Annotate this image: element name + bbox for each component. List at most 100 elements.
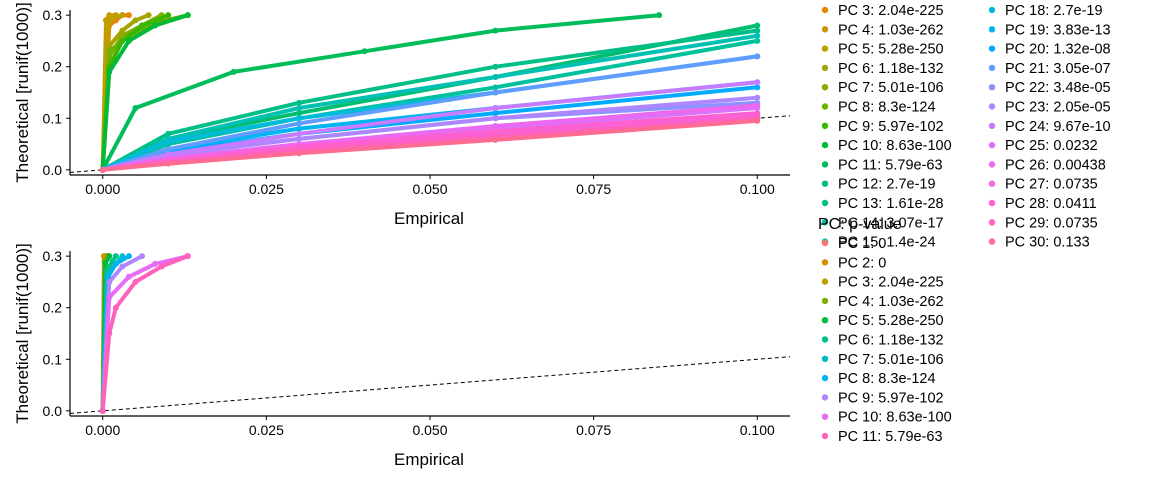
legend-label: PC 8: 8.3e-124 (838, 371, 936, 387)
legend-swatch (988, 199, 996, 207)
data-point (754, 22, 761, 29)
legend-item: PC 7: 5.01e-106 (821, 352, 944, 368)
data-point (125, 273, 132, 280)
legend-swatch (821, 64, 829, 72)
legend-label: PC 27: 0.0735 (1005, 177, 1098, 193)
legend-item: PC 6: 1.18e-132 (821, 333, 944, 349)
legend-item: PC 3: 2.04e-225 (821, 275, 944, 291)
x-tick-label: 0.050 (412, 181, 447, 197)
legend-swatch (988, 122, 996, 129)
legend-label: PC 10: 8.63e-100 (838, 410, 952, 426)
legend-swatch (821, 239, 829, 247)
data-point (119, 37, 126, 44)
legend-label: PC 25: 0.0232 (1005, 138, 1098, 154)
data-point (492, 63, 499, 70)
legend-label: PC 3: 2.04e-225 (838, 275, 944, 291)
legend-item: PC 8: 8.3e-124 (821, 371, 936, 387)
reference-line (69, 356, 791, 414)
legend-item: PC 10: 8.63e-100 (821, 138, 952, 154)
data-point (492, 74, 499, 81)
legend-label: PC 7: 5.01e-106 (838, 80, 944, 96)
legend-label: PC 11: 5.79e-63 (838, 429, 943, 445)
data-point (106, 253, 113, 260)
legend-label: PC 30: 0.133 (1005, 235, 1090, 251)
legend-label: PC 20: 1.32e-08 (1005, 42, 1111, 58)
x-tick-label: 0.075 (576, 422, 611, 438)
legend-label: PC 9: 5.97e-102 (838, 119, 944, 135)
y-tick-label: 0.0 (43, 403, 63, 419)
legend-item: PC 7: 5.01e-106 (821, 80, 944, 96)
legend-item: PC 12: 2.7e-19 (821, 177, 936, 193)
x-tick-label: 0.100 (740, 422, 775, 438)
legend-swatch (821, 297, 829, 305)
data-point (152, 22, 159, 29)
legend-label: PC 24: 9.67e-10 (1005, 119, 1111, 135)
data-point (754, 84, 761, 91)
data-point (119, 263, 126, 270)
legend-swatch (821, 432, 829, 440)
legend-title: PC: p-value (818, 216, 902, 233)
data-point (119, 27, 126, 34)
legend-swatch (821, 161, 829, 168)
data-point (165, 12, 172, 19)
data-point (104, 19, 111, 26)
legend-label: PC 1: 0 (838, 236, 886, 252)
legend-item: PC 18: 2.7e-19 (988, 3, 1103, 19)
legend-item: PC 23: 2.05e-05 (988, 100, 1111, 116)
legend-item: PC 22: 3.48e-05 (988, 80, 1111, 96)
x-tick-label: 0.025 (249, 181, 284, 197)
legend-label: PC 8: 8.3e-124 (838, 100, 936, 116)
data-point (296, 104, 303, 111)
x-tick-label: 0.075 (576, 181, 611, 197)
data-point (492, 89, 499, 96)
legend-label: PC 15: 1.4e-24 (838, 235, 936, 251)
legend-label: PC 14: 3.07e-17 (838, 215, 944, 231)
data-point (104, 273, 111, 280)
legend-item: PC 29: 0.0735 (988, 215, 1098, 231)
legend-item: PC 13: 1.61e-28 (821, 196, 944, 212)
data-point (112, 253, 119, 260)
data-point (184, 12, 191, 19)
legend-swatch (821, 180, 829, 187)
legend-label: PC 13: 1.61e-28 (838, 196, 944, 212)
legend-swatch (821, 45, 829, 52)
data-point (112, 260, 119, 267)
legend-swatch (821, 122, 829, 129)
x-axis-label: Empirical (394, 209, 464, 228)
legend-label: PC 3: 2.04e-225 (838, 3, 944, 19)
legend-label: PC 5: 5.28e-250 (838, 42, 944, 58)
legend-item: PC 28: 0.0411 (988, 196, 1097, 212)
data-point (106, 68, 113, 75)
data-point (125, 253, 132, 260)
legend-swatch (821, 394, 829, 401)
legend-item: PC 3: 2.04e-225 (821, 3, 944, 19)
y-tick-label: 0.0 (43, 162, 63, 178)
legend-swatch (821, 278, 829, 285)
data-point (132, 17, 139, 24)
data-point (132, 104, 139, 111)
data-point (145, 12, 152, 19)
x-tick-label: 0.000 (85, 422, 120, 438)
data-point (754, 102, 761, 109)
data-point (152, 260, 159, 267)
data-point (492, 110, 499, 117)
legend-swatch (988, 180, 996, 187)
legend-item: PC 30: 0.133 (988, 235, 1090, 251)
data-point (112, 304, 119, 311)
y-axis-label: Theoretical [runif(1000)] (13, 243, 32, 423)
data-point (106, 278, 113, 285)
legend-swatch (988, 26, 996, 33)
chart-panel-1: 0.000 0.025 0.050 0.075 0.100 0.0 0.1 0.2 0.3 Emp… (13, 2, 791, 228)
data-point (165, 130, 172, 137)
legend-item: PC 9: 5.97e-102 (821, 390, 944, 406)
data-point (754, 32, 761, 39)
legend-item: PC 11: 5.79e-63 (821, 429, 943, 445)
y-tick-label: 0.1 (43, 351, 63, 367)
legend-swatch (821, 6, 829, 14)
data-point (754, 110, 761, 117)
legend-label: PC 6: 1.18e-132 (838, 333, 944, 349)
legend-swatch (821, 336, 829, 343)
legend-label: PC 21: 3.05e-07 (1005, 61, 1111, 77)
legend-label: PC 18: 2.7e-19 (1005, 3, 1103, 19)
